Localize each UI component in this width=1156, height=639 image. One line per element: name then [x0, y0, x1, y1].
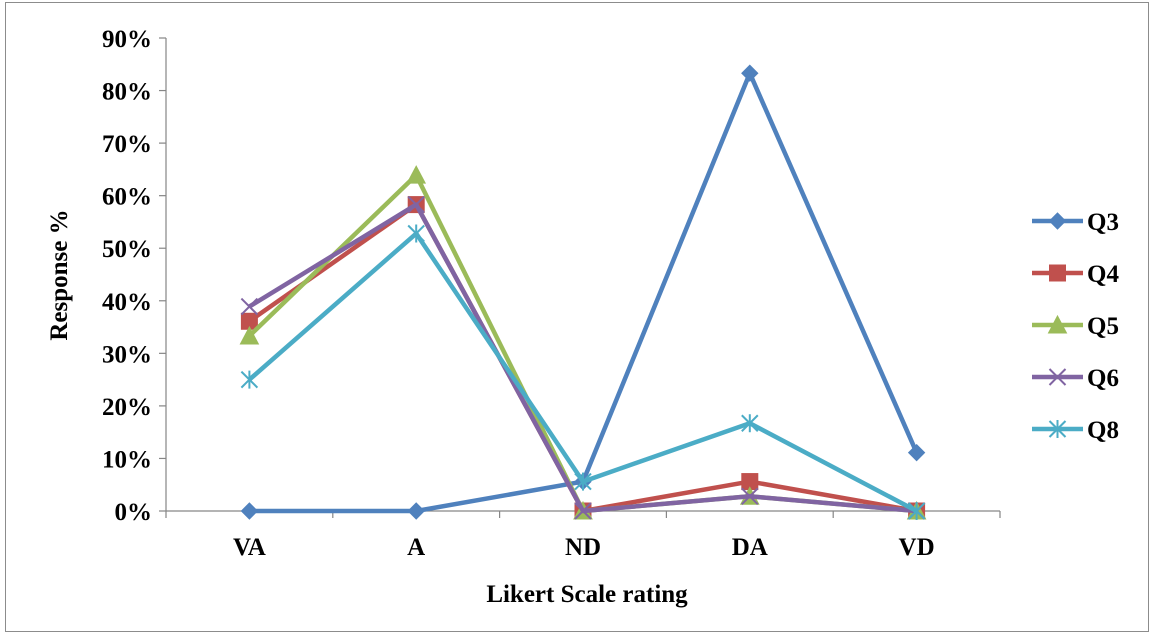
y-tick-label: 50% — [102, 236, 152, 263]
data-point-q8 — [907, 502, 926, 520]
data-point-q6 — [407, 195, 425, 214]
y-tick-label: 70% — [102, 131, 152, 158]
data-point-q3 — [407, 502, 425, 520]
legend-label-q8: Q8 — [1087, 417, 1119, 444]
legend-label-q3: Q3 — [1087, 209, 1119, 236]
x-axis-title: Likert Scale rating — [486, 581, 688, 608]
legend-marker-q5 — [1047, 314, 1068, 334]
legend: Q3 Q4 Q5 Q6 Q8 — [1032, 209, 1119, 444]
y-axis-title: Response % — [46, 209, 73, 340]
chart-frame — [5, 2, 1149, 632]
series-line-q4 — [248, 202, 917, 514]
y-tick-label: 0% — [115, 499, 153, 526]
data-point-q8 — [574, 472, 592, 491]
data-point-q5 — [239, 325, 260, 345]
data-point-q3 — [907, 443, 926, 462]
data-point-q3 — [240, 502, 259, 520]
x-tick-label: VA — [233, 534, 266, 561]
legend-marker-q4 — [1049, 264, 1066, 282]
y-tick-label: 80% — [102, 79, 152, 106]
legend-label-q4: Q4 — [1087, 261, 1119, 288]
data-point-q5 — [406, 165, 427, 184]
series-layer — [239, 64, 927, 520]
legend-marker-q3 — [1048, 212, 1067, 230]
legend-marker-q6 — [1048, 368, 1067, 386]
y-tick-label: 40% — [102, 289, 152, 316]
legend-marker-q8 — [1048, 420, 1067, 438]
series-line-q8 — [247, 231, 918, 513]
legend-label-q5: Q5 — [1087, 313, 1119, 340]
y-tick-label: 30% — [102, 341, 152, 368]
data-point-q8 — [407, 224, 425, 243]
data-point-q6 — [741, 487, 759, 505]
y-tick-label: 60% — [102, 184, 152, 211]
y-tick-label: 90% — [102, 26, 152, 53]
y-tick-label: 20% — [102, 394, 152, 421]
data-point-q6 — [240, 297, 259, 316]
x-tick-label: DA — [732, 534, 768, 561]
y-tick-label: 10% — [102, 446, 152, 473]
data-point-q8 — [741, 414, 759, 433]
x-tick-label: ND — [565, 534, 601, 561]
data-point-q8 — [240, 370, 259, 389]
legend-label-q6: Q6 — [1087, 365, 1119, 392]
x-tick-label: A — [407, 534, 425, 561]
x-tick-label: VD — [899, 534, 935, 561]
axes: 0% 10% 20% 30% 40% 50% 60% 70% 80% 90% VA A ND DA VD — [102, 26, 1001, 561]
data-point-q6 — [574, 502, 592, 520]
data-point-q3 — [741, 64, 759, 82]
